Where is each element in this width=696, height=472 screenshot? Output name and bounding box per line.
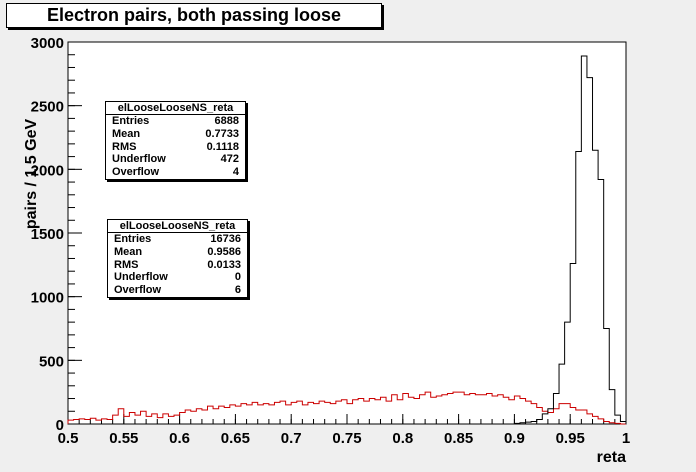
stats-label: Underflow bbox=[112, 153, 166, 166]
y-tick-label: 1000 bbox=[31, 290, 64, 307]
y-tick-label: 0 bbox=[56, 417, 64, 434]
series-layer bbox=[67, 55, 627, 425]
stats-row-rms: RMS 0.0133 bbox=[108, 259, 247, 272]
stats-label: RMS bbox=[114, 258, 139, 271]
stats-row-entries: Entries 16736 bbox=[108, 233, 247, 246]
x-axis-label: reta bbox=[597, 449, 626, 466]
stats-label: Overflow bbox=[114, 284, 162, 297]
y-tick-label: 3000 bbox=[31, 35, 64, 52]
stats-label: Overflow bbox=[112, 166, 160, 179]
x-tick-label: 0.8 bbox=[392, 430, 413, 447]
histogram-series bbox=[67, 391, 626, 425]
y-tick-label: 500 bbox=[39, 353, 64, 370]
stats-box-title: elLooseLooseNS_reta bbox=[108, 220, 247, 233]
stats-value: 6888 bbox=[214, 115, 239, 127]
y-tick-label: 1500 bbox=[31, 226, 64, 243]
stats-value: 4 bbox=[232, 166, 239, 179]
stats-label: Entries bbox=[114, 233, 152, 245]
y-axis-label: pairs / 1.5 GeV bbox=[23, 119, 40, 230]
x-tick-label: 0.85 bbox=[444, 430, 473, 447]
x-tick-label: 0.9 bbox=[504, 430, 525, 447]
stats-row-underflow: Underflow 472 bbox=[106, 153, 245, 166]
x-tick-label: 0.7 bbox=[281, 430, 302, 447]
stats-value: 0.7733 bbox=[205, 127, 239, 140]
x-tick-label: 0.65 bbox=[221, 430, 250, 447]
x-tick-label: 0.95 bbox=[556, 430, 585, 447]
stats-label: Underflow bbox=[114, 271, 168, 284]
stats-label: RMS bbox=[112, 140, 137, 153]
stats-row-rms: RMS 0.1118 bbox=[106, 141, 245, 154]
stats-box-black: elLooseLooseNS_reta Entries 6888 Mean 0.77… bbox=[105, 101, 246, 180]
x-tick-label: 0.55 bbox=[109, 430, 138, 447]
stats-row-overflow: Overflow 4 bbox=[106, 166, 245, 179]
stats-value: 0.9586 bbox=[207, 245, 241, 258]
stats-box-red: elLooseLooseNS_reta Entries 16736 Mean 0.9… bbox=[107, 219, 248, 298]
stats-row-entries: Entries 6888 bbox=[106, 115, 245, 128]
stats-label: Mean bbox=[114, 245, 143, 258]
x-tick-label: 0.6 bbox=[169, 430, 190, 447]
stats-row-mean: Mean 0.9586 bbox=[108, 246, 247, 259]
stats-label: Mean bbox=[112, 127, 141, 140]
x-tick-label: 0.5 bbox=[58, 430, 79, 447]
stats-value: 0.0133 bbox=[207, 258, 241, 271]
stats-row-underflow: Underflow 0 bbox=[108, 271, 247, 284]
stats-row-mean: Mean 0.7733 bbox=[106, 128, 245, 141]
tick-labels: 0.5 0.55 0.6 0.65 0.7 0.75 0.8 0.85 0.9 0.95 1 0 500… bbox=[31, 35, 631, 447]
stats-value: 0.1118 bbox=[206, 140, 239, 153]
x-tick-label: 1 bbox=[622, 430, 630, 447]
stats-value: 0 bbox=[234, 271, 241, 284]
stats-row-overflow: Overflow 6 bbox=[108, 284, 247, 297]
stats-value: 16736 bbox=[210, 233, 241, 245]
x-tick-label: 0.75 bbox=[332, 430, 361, 447]
chart-title: Electron pairs, both passing loose bbox=[6, 3, 382, 28]
axis-ticks bbox=[67, 41, 627, 425]
stats-value: 472 bbox=[220, 153, 239, 166]
y-tick-label: 2000 bbox=[31, 162, 64, 179]
y-tick-label: 2500 bbox=[31, 99, 64, 116]
stats-value: 6 bbox=[234, 284, 241, 297]
stats-box-title: elLooseLooseNS_reta bbox=[106, 102, 245, 115]
stats-label: Entries bbox=[112, 115, 150, 127]
histogram-series bbox=[508, 55, 627, 425]
